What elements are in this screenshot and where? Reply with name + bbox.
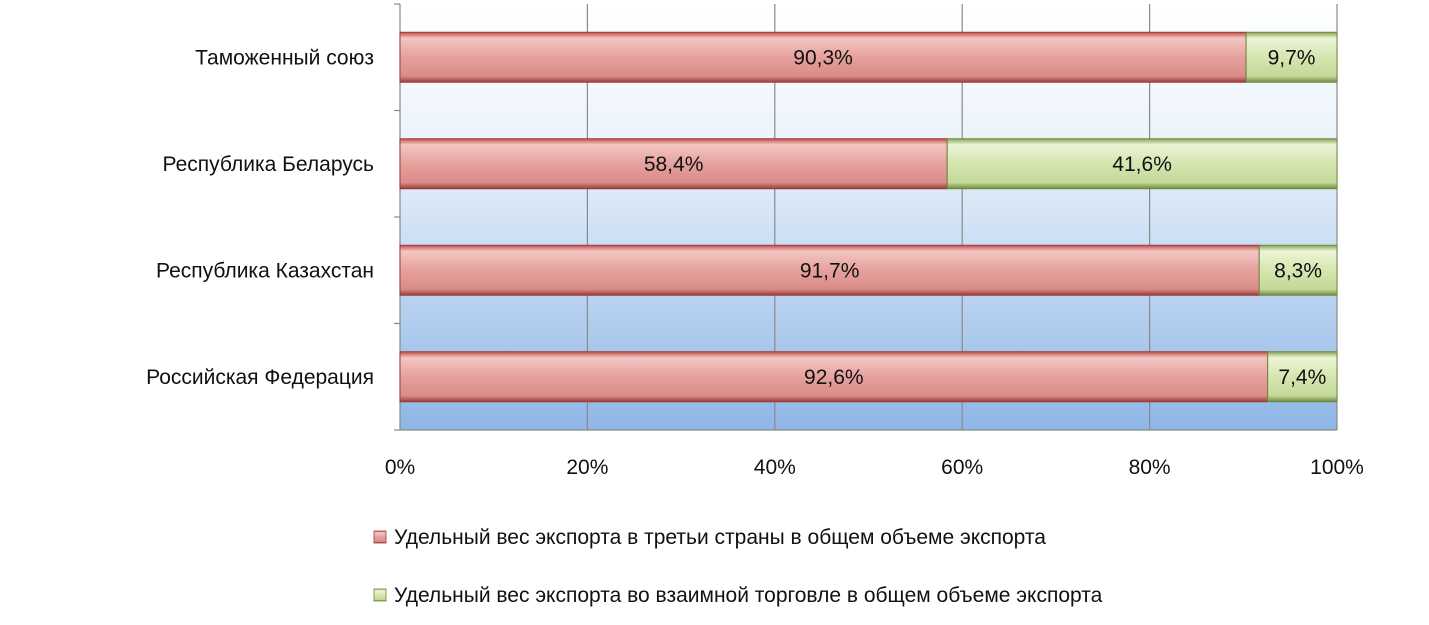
category-label: Российская Федерация bbox=[146, 366, 374, 389]
x-tick-label: 40% bbox=[754, 456, 796, 479]
legend-label-series-1: Удельный вес экспорта в третьи страны в … bbox=[394, 526, 1046, 549]
data-label: 58,4% bbox=[644, 153, 704, 176]
bar-segment bbox=[399, 244, 1260, 296]
data-label: 7,4% bbox=[1278, 366, 1326, 389]
bars: 90,3% 9,7% 58,4% 41,6% 91,7% 8,3% 92,6% 7,4% bbox=[399, 31, 1338, 403]
legend-swatch-series-2 bbox=[373, 588, 387, 602]
legend-swatch-series-1 bbox=[373, 530, 387, 544]
x-tick-label: 0% bbox=[385, 456, 415, 479]
legend-label-series-2: Удельный вес экспорта во взаимной торгов… bbox=[394, 584, 1103, 607]
data-label: 41,6% bbox=[1112, 153, 1172, 176]
category-label: Республика Казахстан bbox=[156, 259, 374, 282]
bar-segment bbox=[1245, 31, 1338, 83]
x-tick-labels: 0% 20% 40% 60% 80% 100% bbox=[385, 456, 1364, 479]
bar-segment bbox=[1258, 244, 1338, 296]
legend-item-series-1: Удельный вес экспорта в третьи страны в … bbox=[373, 526, 1046, 549]
x-tick-label: 20% bbox=[566, 456, 608, 479]
bar-segment bbox=[399, 351, 1269, 403]
bar-segment bbox=[1267, 351, 1338, 403]
legend-item-series-2: Удельный вес экспорта во взаимной торгов… bbox=[373, 584, 1103, 607]
category-label: Республика Беларусь bbox=[163, 153, 375, 176]
data-label: 8,3% bbox=[1274, 259, 1322, 282]
data-label: 9,7% bbox=[1268, 46, 1316, 69]
y-axis-ticks bbox=[394, 3, 400, 431]
category-label: Таможенный союз bbox=[195, 46, 374, 69]
x-tick-label: 60% bbox=[941, 456, 983, 479]
data-label: 92,6% bbox=[804, 366, 864, 389]
category-labels: Таможенный союз Республика Беларусь Респуб… bbox=[146, 46, 374, 389]
data-label: 90,3% bbox=[793, 46, 853, 69]
x-tick-label: 100% bbox=[1310, 456, 1364, 479]
x-tick-label: 80% bbox=[1129, 456, 1171, 479]
bar-segment bbox=[946, 138, 1338, 190]
data-label: 91,7% bbox=[800, 259, 860, 282]
legend: Удельный вес экспорта в третьи страны в … bbox=[373, 526, 1103, 607]
bar-segment bbox=[399, 31, 1247, 83]
